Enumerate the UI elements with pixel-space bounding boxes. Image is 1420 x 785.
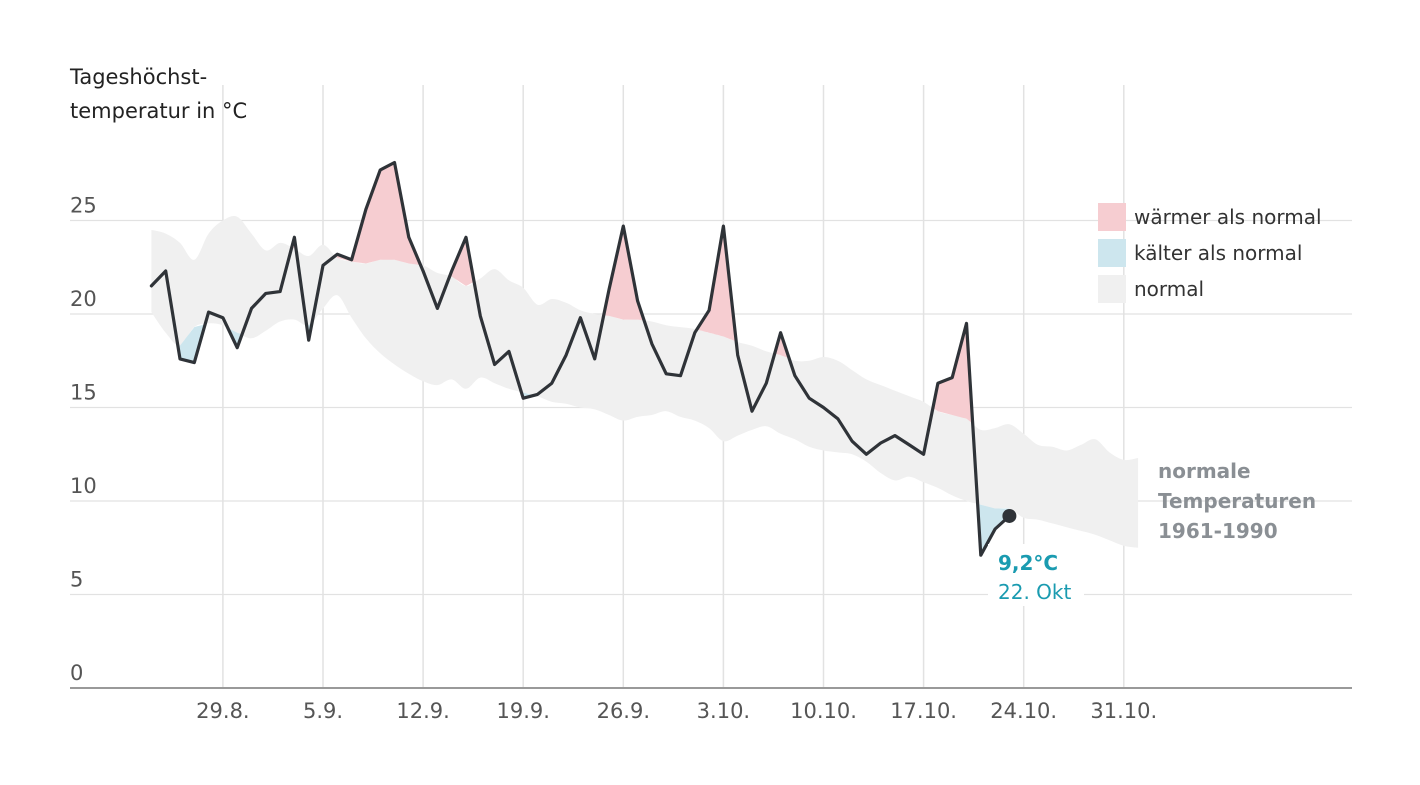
annotation: 9,2°C 22. Okt <box>988 544 1084 606</box>
x-tick-label-0: 29.8. <box>196 699 249 723</box>
legend-label-colder: kälter als normal <box>1134 241 1302 265</box>
legend: wärmer als normal kälter als normal norm… <box>1098 203 1322 303</box>
warmer-area-10 <box>933 323 973 424</box>
legend-label-warmer: wärmer als normal <box>1134 205 1322 229</box>
x-tick-label-8: 24.10. <box>990 699 1057 723</box>
y-tick-label-10: 10 <box>70 474 97 498</box>
legend-swatch-normal <box>1098 275 1126 303</box>
band-note: normale Temperaturen 1961-1990 <box>1158 459 1316 543</box>
warmer-area-9 <box>774 332 788 358</box>
x-tick-label-3: 19.9. <box>496 699 549 723</box>
legend-label-normal: normal <box>1134 277 1204 301</box>
annotation-background <box>988 544 1084 606</box>
y-axis-title-line1: Tageshöchst- <box>69 65 207 89</box>
legend-swatch-warmer <box>1098 203 1126 231</box>
band-note-line1: normale <box>1158 459 1251 483</box>
y-tick-label-20: 20 <box>70 287 97 311</box>
normal-band-area <box>151 216 1139 548</box>
warmer-area-7 <box>604 226 644 321</box>
last-value-marker <box>1002 508 1017 523</box>
y-tick-label-5: 5 <box>70 568 83 592</box>
y-tick-label-0: 0 <box>70 661 83 685</box>
x-tick-label-2: 12.9. <box>396 699 449 723</box>
band-note-line3: 1961-1990 <box>1158 519 1278 543</box>
x-tick-label-5: 3.10. <box>697 699 750 723</box>
normal-band <box>151 216 1139 548</box>
axes: 0 5 10 15 20 25 29.8. 5.9. 12.9. 19.9. 26.9. 3.10. 1… <box>70 194 1352 723</box>
x-tick-label-1: 5.9. <box>303 699 343 723</box>
band-note-line2: Temperaturen <box>1158 489 1316 513</box>
y-axis-title-line2: temperatur in °C <box>70 99 247 123</box>
chart-text: Tageshöchst- temperatur in °C <box>69 65 247 123</box>
x-tick-label-7: 17.10. <box>890 699 957 723</box>
y-tick-label-25: 25 <box>70 194 97 218</box>
annotation-value: 9,2°C <box>998 551 1058 575</box>
y-tick-label-15: 15 <box>70 381 97 405</box>
legend-swatch-colder <box>1098 239 1126 267</box>
x-tick-label-4: 26.9. <box>597 699 650 723</box>
temperature-line-group <box>149 160 1017 557</box>
x-tick-label-6: 10.10. <box>790 699 857 723</box>
colder-area-0 <box>178 324 205 363</box>
temperature-line <box>149 160 1011 557</box>
annotation-date: 22. Okt <box>998 580 1071 604</box>
x-tick-label-9: 31.10. <box>1090 699 1157 723</box>
